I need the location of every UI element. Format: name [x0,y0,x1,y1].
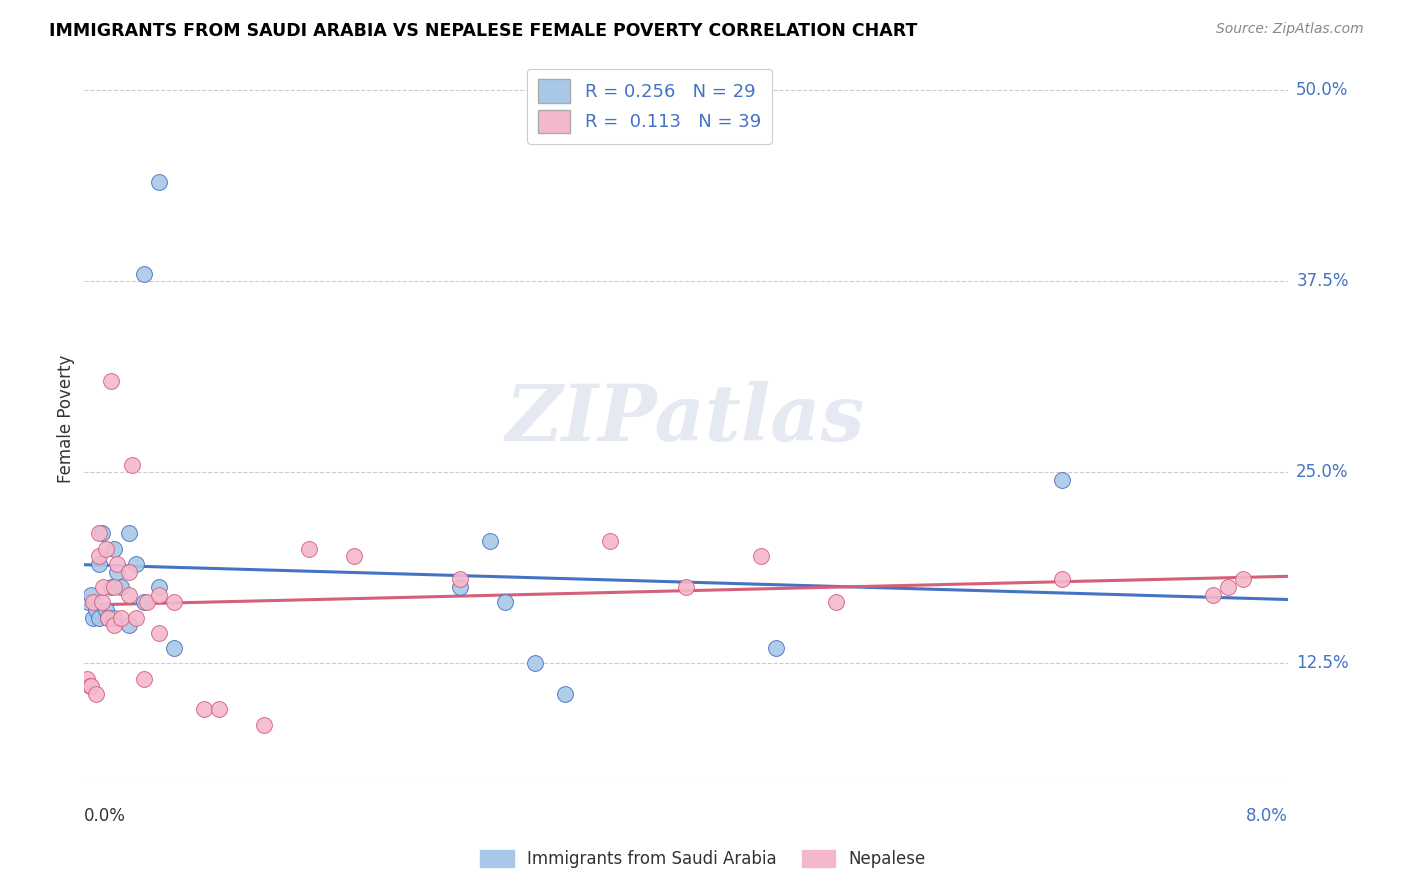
Point [494,595,516,609]
Point [208,702,231,716]
Point [91,580,114,594]
Point [125,557,148,571]
Point [84,687,107,701]
Point [84,603,107,617]
Point [1216,580,1239,594]
Point [449,580,471,594]
Legend: Immigrants from Saudi Arabia, Nepalese: Immigrants from Saudi Arabia, Nepalese [474,843,932,875]
Text: Source: ZipAtlas.com: Source: ZipAtlas.com [1216,22,1364,37]
Legend: R = 0.256   N = 29, R =  0.113   N = 39: R = 0.256 N = 29, R = 0.113 N = 39 [527,69,772,144]
Point [110,610,132,624]
Point [97,610,120,624]
Point [599,534,621,549]
Point [80,588,103,602]
Point [132,672,155,686]
Point [94,603,117,617]
Point [478,534,501,549]
Text: 12.5%: 12.5% [1296,655,1348,673]
Point [103,618,125,632]
Point [148,588,170,602]
Point [110,580,132,594]
Point [125,610,148,624]
Point [1050,572,1073,586]
Point [79,679,101,693]
Text: ZIPatlas: ZIPatlas [506,381,865,457]
Point [1050,473,1073,487]
Point [825,595,848,609]
Point [87,557,110,571]
Point [163,641,186,656]
Point [118,618,141,632]
Point [253,717,276,731]
Point [121,458,143,472]
Point [105,565,128,579]
Point [298,541,321,556]
Point [193,702,215,716]
Point [1232,572,1254,586]
Text: 25.0%: 25.0% [1296,463,1348,482]
Point [80,679,103,693]
Point [524,657,547,671]
Point [82,610,104,624]
Point [103,580,125,594]
Point [148,580,170,594]
Text: IMMIGRANTS FROM SAUDI ARABIA VS NEPALESE FEMALE POVERTY CORRELATION CHART: IMMIGRANTS FROM SAUDI ARABIA VS NEPALESE… [49,22,918,40]
Point [97,610,120,624]
Point [163,595,186,609]
Point [675,580,697,594]
Point [90,595,112,609]
Point [132,267,155,281]
Point [118,588,141,602]
Point [82,595,104,609]
Point [749,549,772,564]
Point [148,175,170,189]
Text: 37.5%: 37.5% [1296,272,1348,290]
Point [148,625,170,640]
Point [103,541,125,556]
Point [90,526,112,541]
Point [100,580,122,594]
Point [132,595,155,609]
Point [87,526,110,541]
Point [765,641,787,656]
Point [77,595,100,609]
Point [76,672,98,686]
Text: 50.0%: 50.0% [1296,81,1348,99]
Y-axis label: Female Poverty: Female Poverty [58,355,75,483]
Point [118,526,141,541]
Point [554,687,576,701]
Point [94,541,117,556]
Point [100,374,122,388]
Point [135,595,157,609]
Point [1201,588,1223,602]
Point [87,610,110,624]
Text: 8.0%: 8.0% [1246,806,1288,825]
Point [449,572,471,586]
Text: 0.0%: 0.0% [83,806,125,825]
Point [103,610,125,624]
Point [343,549,366,564]
Point [118,565,141,579]
Point [87,549,110,564]
Point [105,557,128,571]
